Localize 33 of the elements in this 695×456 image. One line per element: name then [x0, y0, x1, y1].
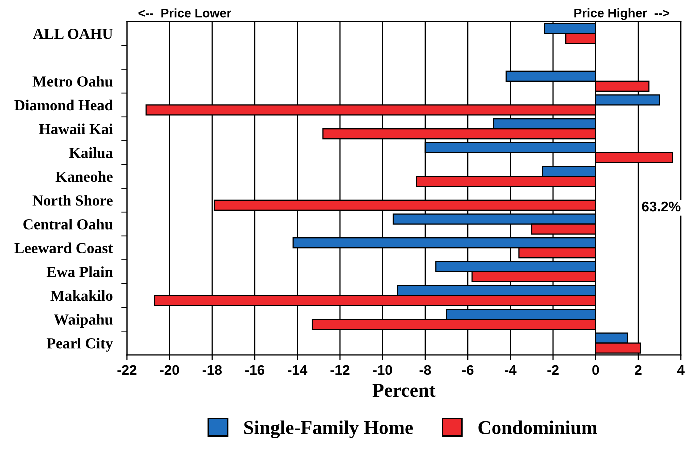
- text: Price Higher -->: [574, 8, 670, 20]
- x-tick-label: 4: [677, 365, 685, 376]
- x-tick-label: -20: [160, 365, 180, 376]
- y-tick-label: Central Oahu: [24, 218, 113, 230]
- legend-label: Condominium: [478, 420, 598, 434]
- y-tick-label: Pearl City: [46, 338, 114, 352]
- y-tick-label: Ewa Plain: [46, 266, 114, 278]
- x-tick-label: -6: [462, 365, 474, 376]
- y-tick-label: Makakilo: [50, 290, 113, 302]
- y-tick-label: Hawaii Kai: [39, 124, 114, 134]
- y-tick-label: Metro Oahu: [32, 76, 113, 87]
- x-tick-label: -10: [373, 365, 392, 376]
- x-tick-label: -14: [288, 365, 308, 376]
- x-tick-label: 0: [592, 365, 600, 376]
- legend-label: Single-Family Home: [244, 420, 414, 438]
- x-tick-label: -16: [246, 365, 265, 376]
- x-tick-label: -12: [330, 365, 350, 376]
- text: <-- Price Lower: [138, 8, 232, 18]
- y-tick-label: Kaneohe: [56, 171, 113, 182]
- y-tick-label: Leeward Coast: [14, 242, 114, 254]
- y-tick-label: Kailua: [69, 148, 114, 158]
- x-tick-label: -18: [202, 365, 222, 376]
- y-tick-label: ALL OAHU: [33, 28, 113, 40]
- text: 63.2%: [642, 202, 681, 212]
- x-tick-label: -22: [118, 365, 137, 376]
- y-tick-label: Diamond Head: [14, 100, 114, 111]
- x-tick-label: 2: [635, 365, 642, 376]
- x-axis-title: Percent: [372, 384, 436, 398]
- x-tick-label: -8: [420, 365, 432, 376]
- x-tick-label: -2: [548, 365, 559, 376]
- x-tick-label: -4: [505, 365, 517, 376]
- y-tick-label: Waipahu: [54, 314, 113, 328]
- y-tick-label: North Shore: [32, 195, 113, 206]
